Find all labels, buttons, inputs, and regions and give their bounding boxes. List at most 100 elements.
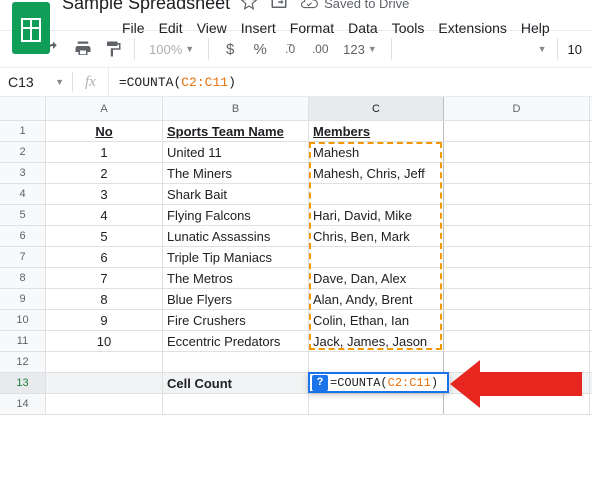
cell[interactable]: Cell Count: [163, 373, 309, 393]
cell[interactable]: [163, 352, 309, 372]
cell[interactable]: 4: [46, 205, 163, 225]
menu-view[interactable]: View: [197, 20, 227, 36]
increase-decimal-button[interactable]: .00: [307, 36, 333, 62]
cell[interactable]: United 11: [163, 142, 309, 162]
cell[interactable]: Chris, Ben, Mark: [309, 226, 444, 246]
cell[interactable]: [163, 394, 309, 414]
row-head[interactable]: 11: [0, 331, 46, 351]
row-head[interactable]: 4: [0, 184, 46, 204]
move-icon[interactable]: [270, 0, 288, 14]
cell[interactable]: [444, 163, 590, 183]
cell[interactable]: [444, 268, 590, 288]
menu-insert[interactable]: Insert: [241, 20, 276, 36]
row-head[interactable]: 6: [0, 226, 46, 246]
cell[interactable]: Flying Falcons: [163, 205, 309, 225]
cell[interactable]: Triple Tip Maniacs: [163, 247, 309, 267]
cell[interactable]: 10: [46, 331, 163, 351]
font-size-value[interactable]: 10: [568, 42, 582, 57]
cell[interactable]: Mahesh, Chris, Jeff: [309, 163, 444, 183]
cell[interactable]: No: [46, 121, 163, 141]
cell[interactable]: 8: [46, 289, 163, 309]
row-head[interactable]: 3: [0, 163, 46, 183]
cell[interactable]: [46, 373, 163, 393]
cell[interactable]: Members: [309, 121, 444, 141]
cell[interactable]: [444, 121, 590, 141]
formula-help-icon[interactable]: ?: [312, 375, 328, 391]
cell[interactable]: [444, 310, 590, 330]
menu-data[interactable]: Data: [348, 20, 378, 36]
row-head[interactable]: 10: [0, 310, 46, 330]
row-head[interactable]: 14: [0, 394, 46, 414]
row-head[interactable]: 1: [0, 121, 46, 141]
cell[interactable]: The Miners: [163, 163, 309, 183]
col-head-d[interactable]: D: [444, 97, 590, 120]
row-head[interactable]: 5: [0, 205, 46, 225]
row-head[interactable]: 8: [0, 268, 46, 288]
select-all-corner[interactable]: [0, 97, 46, 120]
paint-format-button[interactable]: [100, 36, 126, 62]
cell[interactable]: Fire Crushers: [163, 310, 309, 330]
currency-button[interactable]: $: [217, 36, 243, 62]
cell[interactable]: [309, 394, 444, 414]
cell[interactable]: [309, 352, 444, 372]
cell[interactable]: Hari, David, Mike: [309, 205, 444, 225]
zoom-select[interactable]: 100%▼: [143, 42, 200, 57]
menu-file[interactable]: File: [122, 20, 145, 36]
cell[interactable]: [444, 289, 590, 309]
cell[interactable]: Eccentric Predators: [163, 331, 309, 351]
number-format-select[interactable]: 123▼: [337, 42, 383, 57]
doc-title[interactable]: Sample Spreadsheet: [62, 0, 230, 14]
row-head[interactable]: 2: [0, 142, 46, 162]
row-head[interactable]: 9: [0, 289, 46, 309]
cell[interactable]: 5: [46, 226, 163, 246]
cell[interactable]: The Metros: [163, 268, 309, 288]
cell[interactable]: Shark Bait: [163, 184, 309, 204]
cell[interactable]: 7: [46, 268, 163, 288]
formula-bar[interactable]: =COUNTA(C2:C11): [109, 75, 592, 90]
active-formula-cell[interactable]: ? =COUNTA(C2:C11): [308, 372, 449, 393]
cell[interactable]: [444, 247, 590, 267]
row-head[interactable]: 13: [0, 373, 46, 393]
cell[interactable]: 3: [46, 184, 163, 204]
cell[interactable]: [444, 226, 590, 246]
cell[interactable]: [444, 331, 590, 351]
cell[interactable]: Mahesh: [309, 142, 444, 162]
cloud-saved-icon[interactable]: Saved to Drive: [300, 0, 409, 12]
name-box[interactable]: C13 ▼: [0, 74, 72, 90]
cell[interactable]: [444, 142, 590, 162]
row-head[interactable]: 12: [0, 352, 46, 372]
cell[interactable]: [444, 184, 590, 204]
sheets-logo-icon[interactable]: [12, 2, 50, 54]
cell[interactable]: 1: [46, 142, 163, 162]
cell[interactable]: [309, 184, 444, 204]
cell[interactable]: Colin, Ethan, Ian: [309, 310, 444, 330]
menu-help[interactable]: Help: [521, 20, 550, 36]
col-head-b[interactable]: B: [163, 97, 309, 120]
menu-format[interactable]: Format: [290, 20, 334, 36]
decrease-decimal-button[interactable]: .0_: [277, 36, 303, 62]
menu-tools[interactable]: Tools: [392, 20, 425, 36]
cell[interactable]: Blue Flyers: [163, 289, 309, 309]
cell[interactable]: 6: [46, 247, 163, 267]
cell[interactable]: Lunatic Assassins: [163, 226, 309, 246]
row-head[interactable]: 7: [0, 247, 46, 267]
cell[interactable]: [46, 394, 163, 414]
col-head-a[interactable]: A: [46, 97, 163, 120]
print-button[interactable]: [70, 36, 96, 62]
menu-edit[interactable]: Edit: [159, 20, 183, 36]
cell[interactable]: Jack, James, Jason: [309, 331, 444, 351]
cell[interactable]: [309, 247, 444, 267]
cell[interactable]: Alan, Andy, Brent: [309, 289, 444, 309]
cell[interactable]: Dave, Dan, Alex: [309, 268, 444, 288]
cell[interactable]: [46, 352, 163, 372]
menu-extensions[interactable]: Extensions: [438, 20, 506, 36]
cell[interactable]: [444, 205, 590, 225]
cell[interactable]: 9: [46, 310, 163, 330]
saved-status-text: Saved to Drive: [324, 0, 409, 11]
cell[interactable]: Sports Team Name: [163, 121, 309, 141]
font-caret-icon[interactable]: ▼: [538, 44, 547, 54]
col-head-c[interactable]: C: [309, 97, 444, 120]
star-icon[interactable]: [240, 0, 258, 14]
cell[interactable]: 2: [46, 163, 163, 183]
percent-button[interactable]: %: [247, 36, 273, 62]
